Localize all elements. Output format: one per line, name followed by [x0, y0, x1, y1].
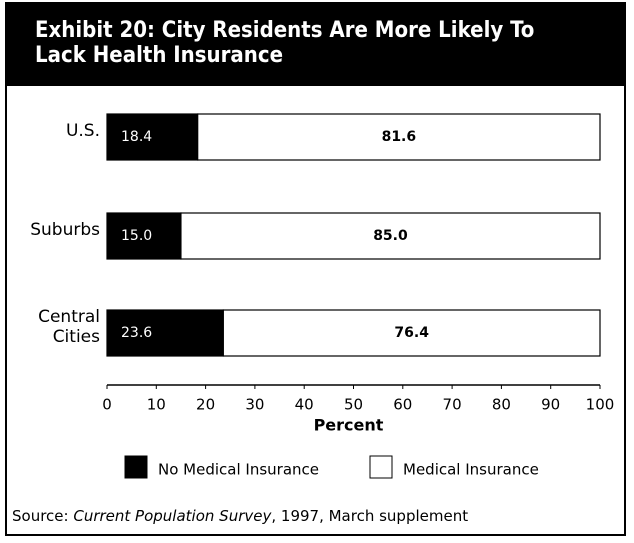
category-label: Central Cities	[38, 307, 100, 347]
x-tick-label: 90	[541, 396, 560, 414]
value-label: 15.0	[121, 228, 152, 244]
x-tick-label: 30	[245, 396, 264, 414]
source: Source: Current Population Survey, 1997,…	[12, 507, 468, 525]
x-tick-label: 40	[295, 396, 314, 414]
source-rest: , 1997, March supplement	[271, 507, 469, 525]
value-label: 85.0	[373, 228, 408, 244]
category-label: Suburbs	[30, 220, 100, 240]
value-label: 18.4	[121, 129, 152, 145]
source-label: Source:	[12, 507, 69, 525]
legend-swatch	[124, 455, 148, 479]
legend-label: Medical Insurance	[403, 461, 539, 479]
x-tick-label: 60	[393, 396, 412, 414]
x-tick-label: 100	[586, 396, 615, 414]
value-label: 76.4	[394, 325, 429, 341]
legend-swatch	[369, 455, 393, 479]
value-label: 23.6	[121, 325, 152, 341]
title-bar: Exhibit 20: City Residents Are More Like…	[7, 4, 626, 86]
bar-segment	[197, 113, 601, 161]
bar-segment	[180, 212, 601, 260]
bar-segment	[106, 113, 199, 161]
x-tick-label: 80	[492, 396, 511, 414]
x-tick-label: 50	[344, 396, 363, 414]
x-tick-label: 0	[102, 396, 112, 414]
frame	[5, 2, 626, 536]
category-label: U.S.	[65, 121, 100, 141]
x-tick-label: 70	[443, 396, 462, 414]
x-tick-label: 10	[147, 396, 166, 414]
source-title: Current Population Survey	[73, 507, 272, 525]
bar-segment	[106, 309, 224, 357]
value-label: 81.6	[382, 129, 417, 145]
x-tick-label: 20	[196, 396, 215, 414]
chart-title: Exhibit 20: City Residents Are More Like…	[35, 18, 535, 68]
x-axis-label: Percent	[314, 416, 384, 435]
bar-segment	[222, 309, 601, 357]
bar-segment	[106, 212, 182, 260]
legend-label: No Medical Insurance	[158, 461, 319, 479]
